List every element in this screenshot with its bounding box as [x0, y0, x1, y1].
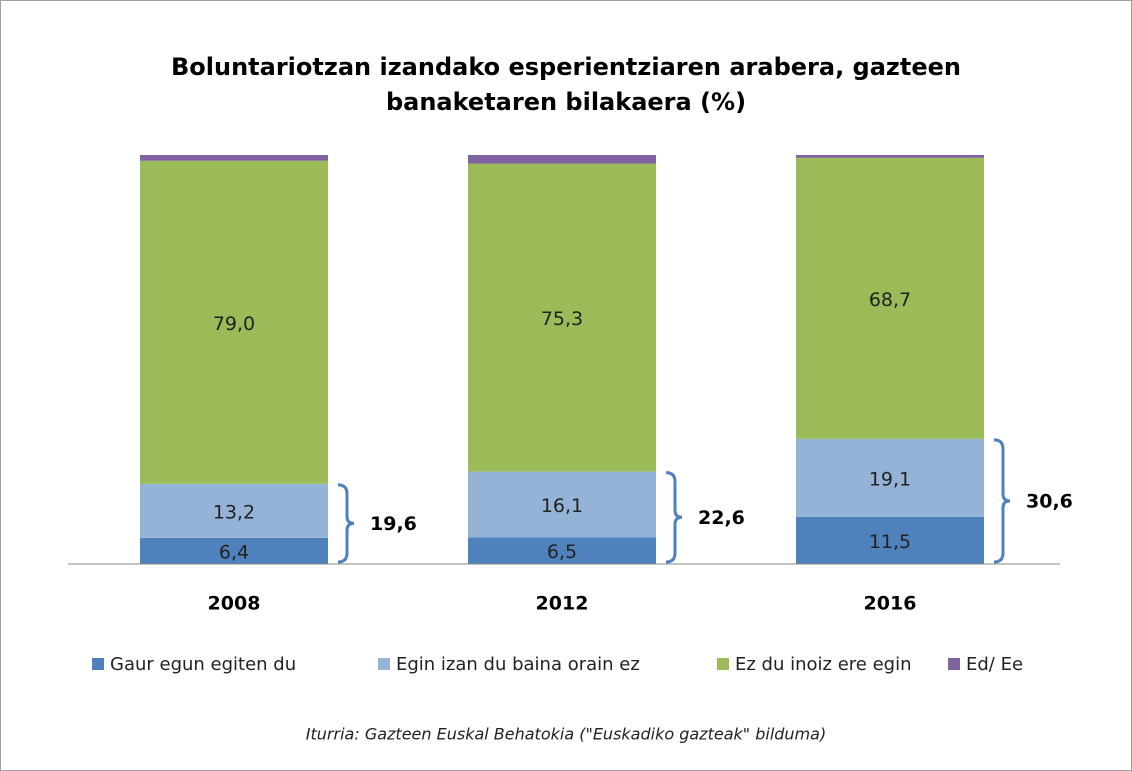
bar-segment — [796, 157, 984, 439]
bracket-label: 30,6 — [1026, 490, 1073, 512]
bracket — [337, 483, 355, 564]
legend-swatch — [948, 658, 960, 670]
data-label: 19,1 — [869, 468, 911, 490]
x-tick-label: 2016 — [864, 593, 917, 615]
x-tick-label: 2008 — [208, 593, 261, 615]
bracket-label: 22,6 — [698, 507, 745, 529]
bar-segment — [140, 537, 328, 564]
legend-label: Egin izan du baina orain ez — [396, 654, 640, 675]
bar-segment — [796, 438, 984, 517]
data-label: 79,0 — [213, 313, 255, 335]
source-note: Iturria: Gazteen Euskal Behatokia ("Eusk… — [306, 725, 826, 744]
data-label: 16,1 — [541, 495, 583, 517]
legend-swatch — [92, 658, 104, 670]
bar-segment — [468, 537, 656, 564]
legend-label: Ed/ Ee — [966, 654, 1023, 675]
x-tick-label: 2012 — [536, 593, 589, 615]
bar-segment — [468, 155, 656, 164]
bar-segment — [796, 516, 984, 564]
data-label: 68,7 — [869, 289, 911, 311]
bar-segment — [140, 155, 328, 161]
bar-segment — [140, 160, 328, 484]
legend-label: Gaur egun egiten du — [110, 654, 296, 675]
data-label: 13,2 — [213, 501, 255, 523]
bracket — [665, 471, 683, 564]
bar-segment — [468, 471, 656, 538]
bracket-label: 19,6 — [370, 513, 417, 535]
bar-segment — [140, 483, 328, 538]
legend-swatch — [717, 658, 729, 670]
bar-segment — [796, 155, 984, 158]
data-label: 6,4 — [219, 541, 249, 563]
legend-swatch — [378, 658, 390, 670]
chart-title: Boluntariotzan izandako esperientziaren … — [171, 53, 961, 81]
bracket — [993, 438, 1011, 564]
data-label: 6,5 — [547, 541, 577, 563]
bar-segment — [468, 163, 656, 472]
legend-label: Ez du inoiz ere egin — [735, 654, 911, 675]
data-label: 75,3 — [541, 308, 583, 330]
chart-title: banaketaren bilakaera (%) — [386, 88, 746, 116]
data-label: 11,5 — [869, 531, 911, 553]
